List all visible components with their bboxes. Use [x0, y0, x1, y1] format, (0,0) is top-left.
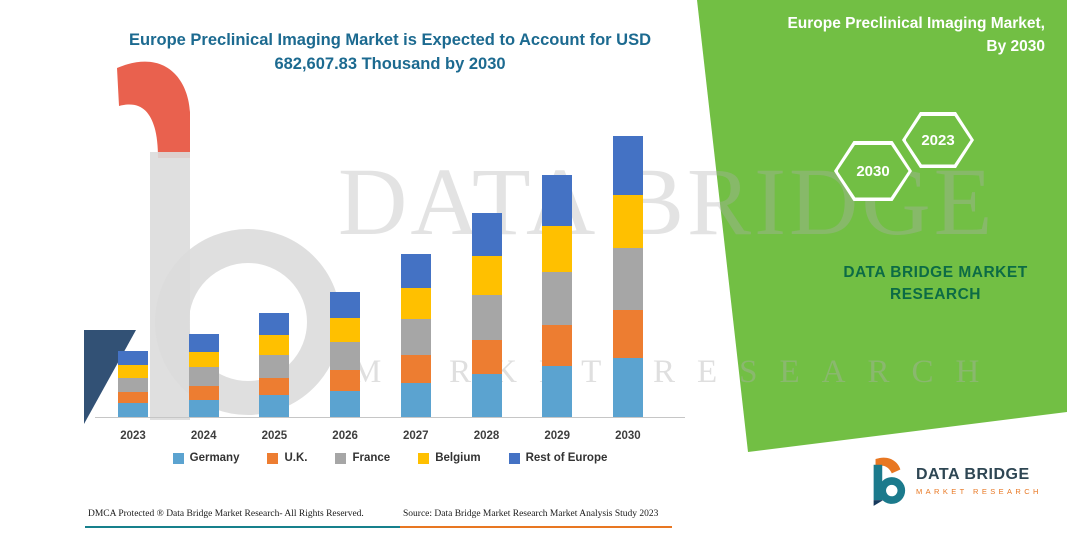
bar-segment-rest-of-europe-2028 [471, 213, 502, 256]
hexagon-2030-inner: 2030 [837, 144, 909, 198]
dbmr-logo-name: DATA BRIDGE [916, 466, 1030, 483]
dbmr-logo: DATA BRIDGE MARKET RESEARCH [866, 456, 1042, 506]
panel-title: Europe Preclinical Imaging Market, By 20… [770, 12, 1045, 58]
dbmr-logo-sub: MARKET RESEARCH [916, 487, 1042, 496]
stacked-bar-2029 [542, 175, 573, 417]
bar-segment-germany-2029 [542, 366, 573, 417]
legend-label-u-k: U.K. [284, 452, 308, 464]
watermark-logo [84, 61, 341, 424]
dbmr-logo-icon [873, 457, 906, 506]
bar-segment-rest-of-europe-2025 [259, 313, 290, 335]
bar-segment-belgium-2028 [471, 255, 502, 295]
stacked-bar-2023 [118, 351, 148, 417]
x-tick-label-2023: 2023 [120, 430, 146, 442]
stacked-bar-2025 [259, 313, 290, 417]
bar-segment-france-2024 [188, 367, 219, 386]
x-tick-label-2026: 2026 [332, 430, 358, 442]
bar-segment-u-k-2024 [188, 385, 219, 400]
brand-wordmark-green: DATA BRIDGE MARKET RESEARCH [843, 264, 1028, 303]
legend: Germany U.K. France Belgium Rest of Europe [95, 452, 685, 464]
bar-segment-u-k-2028 [471, 339, 502, 375]
hexagon-2023-inner: 2023 [905, 115, 971, 165]
bar-segment-belgium-2029 [542, 225, 573, 272]
x-tick-label-2024: 2024 [190, 430, 217, 442]
x-tick-label-2030: 2030 [615, 430, 641, 442]
bar-segment-belgium-2027 [400, 288, 431, 320]
panel-title-line2: By 2030 [986, 38, 1045, 55]
bar-segment-france-2029 [542, 271, 573, 326]
hexagon-2030: 2030 [834, 141, 912, 201]
bar-segment-u-k-2030 [612, 310, 643, 358]
legend-swatch-belgium [418, 452, 430, 464]
bar-segment-rest-of-europe-2027 [400, 254, 431, 289]
bar-segment-france-2030 [612, 248, 643, 311]
bar-segment-rest-of-europe-2029 [542, 175, 573, 226]
bar-segment-germany-2025 [259, 395, 290, 417]
legend-item-u-k: U.K. [267, 452, 307, 464]
bar-segment-france-2026 [330, 342, 361, 370]
bar-segment-u-k-2026 [330, 369, 361, 391]
stacked-bar-2030 [612, 136, 643, 417]
stacked-bar-2028 [471, 213, 502, 417]
hexagon-2030-label: 2030 [856, 162, 890, 180]
bar-segment-belgium-2024 [188, 351, 219, 368]
bar-segment-u-k-2029 [542, 325, 573, 367]
x-tick-label-2027: 2027 [403, 430, 429, 442]
bar-segment-u-k-2027 [400, 355, 431, 383]
bar-segment-france-2025 [259, 354, 290, 378]
bar-segment-rest-of-europe-2026 [330, 292, 361, 319]
legend-label-france: France [352, 452, 391, 464]
bar-segment-france-2023 [118, 377, 148, 393]
bar-segment-germany-2028 [471, 374, 502, 417]
bar-segment-france-2027 [400, 319, 431, 356]
legend-label-belgium: Belgium [435, 452, 481, 464]
panel-title-line1: Europe Preclinical Imaging Market, [787, 15, 1045, 32]
legend-swatch-germany [172, 452, 184, 464]
source-note: Source: Data Bridge Market Research Mark… [403, 509, 659, 519]
bar-segment-u-k-2025 [259, 377, 290, 396]
legend-item-rest-of-europe: Rest of Europe [508, 452, 608, 464]
x-tick-label-2028: 2028 [473, 430, 500, 442]
legend-swatch-rest-of-europe [508, 452, 520, 464]
dmca-notice: DMCA Protected ® Data Bridge Market Rese… [88, 509, 364, 519]
bar-segment-belgium-2026 [330, 318, 361, 343]
plot-area: 2023 2024 2025 2026 2027 2028 2029 2030 [95, 100, 685, 442]
legend-label-rest-of-europe: Rest of Europe [525, 452, 608, 464]
bar-segment-rest-of-europe-2030 [612, 136, 643, 196]
hexagon-2023-label: 2023 [921, 131, 955, 149]
bar-segment-belgium-2025 [259, 334, 290, 355]
dbmr-logo-text: DATA BRIDGE MARKET RESEARCH [916, 466, 1042, 496]
bar-segment-u-k-2023 [118, 392, 148, 404]
bar-segment-rest-of-europe-2023 [118, 351, 148, 366]
footer-divider-teal [85, 526, 400, 528]
stacked-bar-2024 [188, 334, 219, 417]
x-axis-line [95, 417, 685, 418]
x-tick-label-2029: 2029 [544, 430, 570, 442]
bar-segment-belgium-2023 [118, 365, 148, 378]
bar-segment-germany-2023 [118, 403, 148, 417]
stacked-bar-2027 [400, 254, 431, 417]
footer-divider-orange [400, 526, 672, 528]
legend-label-germany: Germany [189, 452, 240, 464]
bar-segment-rest-of-europe-2024 [188, 334, 219, 352]
legend-item-germany: Germany [172, 452, 240, 464]
bar-segment-germany-2026 [330, 390, 361, 417]
legend-swatch-u-k [267, 452, 279, 464]
legend-item-belgium: Belgium [418, 452, 481, 464]
legend-swatch-france [335, 452, 347, 464]
watermark-marketresearch: MARKET RESEARCH [352, 354, 1002, 390]
bar-segment-germany-2024 [188, 399, 219, 417]
bar-segment-belgium-2030 [612, 195, 643, 249]
stacked-bar-2026 [330, 292, 361, 417]
chart-title: Europe Preclinical Imaging Market is Exp… [128, 31, 651, 73]
x-tick-label-2025: 2025 [261, 430, 288, 442]
bar-segment-france-2028 [471, 294, 502, 340]
bar-segment-germany-2030 [612, 358, 643, 417]
bar-segment-germany-2027 [400, 382, 431, 417]
legend-item-france: France [335, 452, 390, 464]
